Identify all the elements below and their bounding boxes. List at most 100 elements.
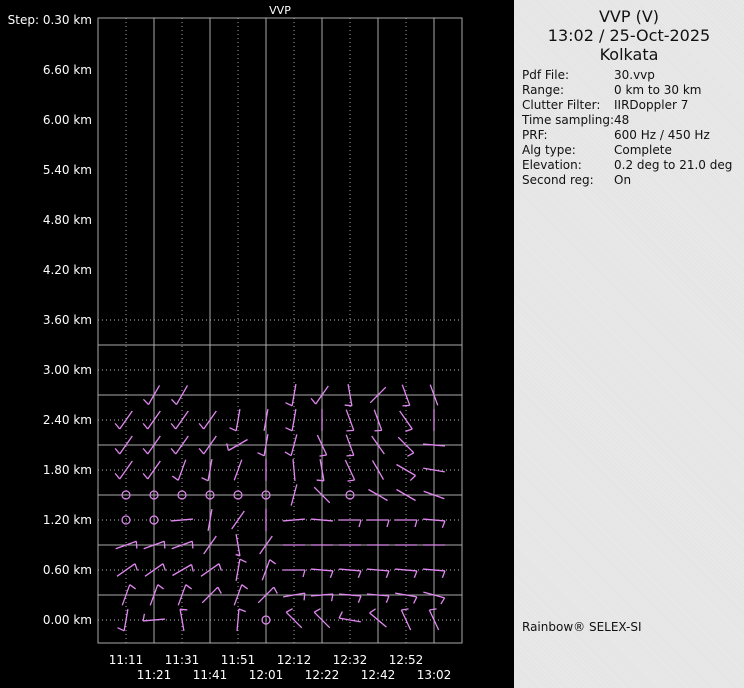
wind-barb	[371, 435, 385, 455]
barb-staff	[291, 409, 297, 431]
wind-barb	[316, 434, 328, 457]
barb-staff	[144, 563, 164, 577]
barb-tick	[142, 472, 149, 480]
barb-staff	[259, 535, 273, 555]
wind-barb	[313, 486, 331, 504]
barb-staff	[394, 568, 418, 572]
barb-staff	[319, 459, 325, 481]
wind-barb	[366, 593, 390, 603]
barb-tick	[135, 541, 138, 549]
info-label: Pdf File:	[522, 68, 570, 82]
barb-staff	[171, 540, 193, 550]
wind-barb	[261, 559, 277, 581]
barb-staff	[119, 410, 133, 430]
barb-staff	[143, 540, 165, 550]
barb-staff	[368, 488, 388, 502]
wind-barb	[257, 434, 269, 457]
wind-barb	[203, 535, 217, 555]
wind-barb	[367, 519, 390, 528]
barb-tick	[413, 570, 418, 578]
y-tick-label: 0.00 km	[43, 613, 92, 627]
barb-staff	[119, 460, 133, 480]
barb-tick	[374, 429, 382, 432]
barb-tick	[338, 611, 343, 619]
info-value: 0 km to 30 km	[614, 83, 702, 97]
barb-tick	[303, 593, 306, 601]
barb-tick	[401, 608, 409, 611]
calm-marker	[149, 490, 159, 500]
barb-staff	[201, 586, 219, 604]
barb-tick	[285, 402, 293, 407]
barb-tick	[269, 559, 277, 565]
calm-marker	[233, 490, 243, 500]
barb-staff	[313, 611, 331, 629]
wind-barb	[423, 467, 445, 473]
wind-barb	[373, 409, 383, 432]
barb-staff	[233, 459, 243, 481]
barb-staff	[283, 592, 305, 598]
wind-barb	[170, 518, 194, 522]
barb-staff	[422, 518, 446, 522]
wind-barb	[233, 459, 243, 481]
wind-barb	[142, 385, 161, 405]
barb-staff	[121, 584, 131, 606]
barb-tick	[357, 570, 362, 578]
wind-barb	[366, 568, 390, 578]
barb-tick	[218, 563, 223, 571]
wind-barb	[313, 608, 331, 629]
barb-staff	[290, 434, 298, 456]
barb-staff	[310, 568, 334, 572]
wind-barb	[198, 435, 217, 455]
barb-staff	[175, 410, 189, 430]
wind-barb	[285, 608, 303, 629]
wind-barb	[116, 563, 139, 577]
barb-staff	[116, 563, 136, 577]
barb-tick	[358, 519, 362, 528]
wind-barb	[310, 518, 334, 522]
vvp-chart: VVP Step: 0.30 km 0.00 km 0.60 km 1.20 km 1.8…	[8, 4, 463, 682]
barb-staff	[263, 434, 269, 456]
barb-staff	[371, 460, 385, 480]
barb-staff	[147, 460, 161, 480]
barb-tick	[330, 593, 334, 602]
wind-barb	[114, 410, 133, 430]
wind-barb	[142, 410, 161, 430]
wind-barb	[149, 584, 165, 606]
barb-staff	[147, 435, 161, 455]
wind-barb	[114, 460, 133, 480]
wind-barb	[235, 558, 247, 581]
calm-marker	[205, 490, 215, 500]
wind-barb	[338, 568, 362, 578]
info-value: IIRDoppler 7	[614, 98, 689, 112]
barb-tick	[329, 570, 334, 578]
barb-staff	[179, 609, 185, 631]
info-row: Pdf File: 30.vvp	[522, 68, 655, 83]
info-value: 0.2 deg to 21.0 deg	[614, 158, 733, 172]
barb-tick	[171, 475, 179, 481]
wind-barb	[292, 458, 296, 482]
x-tick-label: 12:01	[249, 668, 284, 682]
barb-staff	[149, 584, 159, 606]
barb-tick	[142, 447, 149, 455]
y-tick-label: 2.40 km	[43, 413, 92, 427]
barb-tick	[441, 520, 446, 528]
barb-tick	[114, 422, 121, 430]
info-row: PRF: 600 Hz / 450 Hz	[522, 128, 710, 143]
wind-barb	[179, 608, 188, 631]
barb-tick	[344, 404, 352, 407]
x-tick-label: 12:32	[333, 653, 368, 667]
x-tick-label: 11:31	[165, 653, 200, 667]
barb-tick	[346, 454, 354, 457]
barb-tick	[226, 443, 230, 451]
barb-staff	[175, 385, 189, 405]
barb-tick	[238, 608, 246, 613]
barb-tick	[241, 584, 249, 590]
wind-barb	[121, 584, 137, 606]
x-tick-label: 11:21	[137, 668, 172, 682]
y-tick-label: 4.80 km	[43, 213, 92, 227]
y-tick-label: 6.00 km	[43, 113, 92, 127]
barb-staff	[203, 535, 217, 555]
info-value: 600 Hz / 450 Hz	[614, 128, 710, 142]
x-tick-label: 11:41	[193, 668, 228, 682]
barb-tick	[239, 558, 247, 563]
